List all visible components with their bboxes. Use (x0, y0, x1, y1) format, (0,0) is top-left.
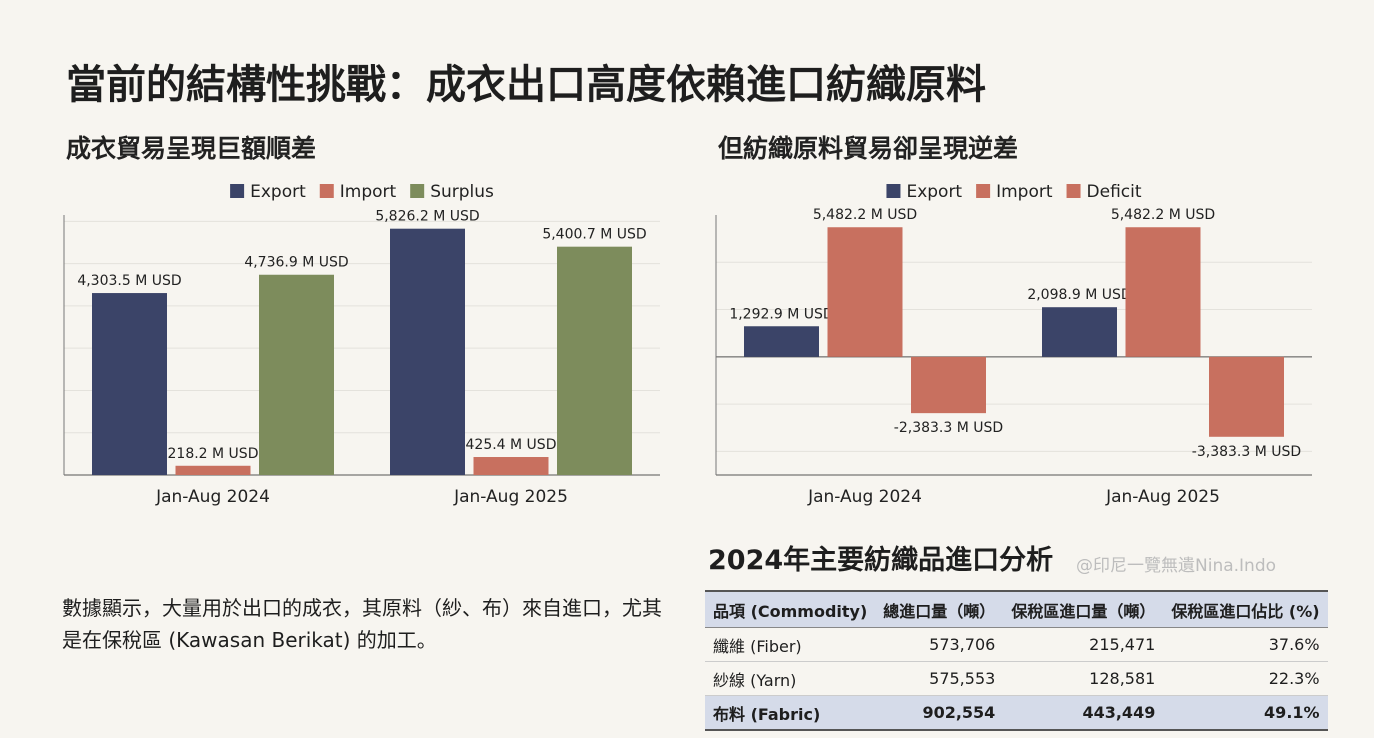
value-label: -3,383.3 M USD (1192, 444, 1301, 460)
legend-label: Import (996, 182, 1053, 202)
bar (390, 228, 465, 475)
table-cell: 紗線 (Yarn) (705, 661, 876, 696)
legend-label: Export (906, 182, 962, 202)
table-cell: 布料 (Fabric) (705, 695, 876, 731)
bar (1209, 356, 1284, 437)
table-cell: 纖維 (Fiber) (705, 627, 876, 662)
table-cell: 215,471 (1003, 627, 1164, 662)
bar (744, 326, 819, 357)
table: 品項 (Commodity) 總進口量（噸） 保稅區進口量（噸） 保稅區進口佔比 (%… (705, 590, 1328, 731)
column-header: 品項 (Commodity) (705, 590, 876, 628)
value-label: 218.2 M USD (168, 446, 259, 462)
table-cell: 575,553 (875, 661, 1004, 696)
bar (473, 457, 549, 475)
table-cell: 49.1% (1163, 695, 1328, 731)
x-tick-label: Jan-Aug 2025 (453, 487, 568, 507)
value-label: 2,098.9 M USD (1027, 287, 1131, 303)
table-body: 纖維 (Fiber) 573,706 215,471 37.6% 紗線 (Yarn) 57… (705, 627, 1328, 731)
x-tick-label: Jan-Aug 2025 (1105, 487, 1220, 507)
legend-swatch (886, 184, 901, 198)
value-label: 5,400.7 M USD (542, 227, 646, 243)
value-label: 1,292.9 M USD (729, 306, 833, 322)
table-title: 2024年主要紡織品進口分析 (708, 545, 1054, 576)
value-label: 4,303.5 M USD (77, 273, 181, 289)
table-cell: 443,449 (1003, 695, 1164, 731)
table-cell: 37.6% (1163, 627, 1328, 662)
column-header: 總進口量（噸） (875, 590, 1004, 628)
chart-title: 但紡織原料貿易卻呈現逆差 (718, 134, 1018, 163)
value-label: 5,826.2 M USD (375, 209, 479, 225)
bar (557, 246, 632, 475)
bar (827, 227, 903, 357)
legend-label: Import (340, 182, 397, 202)
legend-swatch (976, 184, 991, 198)
column-header: 保稅區進口量（噸） (1003, 590, 1164, 628)
x-tick-label: Jan-Aug 2024 (807, 487, 922, 507)
value-label: 5,482.2 M USD (1111, 207, 1215, 223)
bar (911, 356, 986, 414)
watermark: @印尼一覽無遺Nina.Indo (1076, 556, 1277, 576)
table-cell: 573,706 (875, 627, 1004, 662)
value-label: 5,482.2 M USD (813, 207, 917, 223)
table-cell: 902,554 (875, 695, 1004, 731)
legend-label: Deficit (1087, 182, 1142, 202)
legend-label: Surplus (430, 182, 494, 202)
table-cell: 22.3% (1163, 661, 1328, 696)
legend-swatch (230, 184, 245, 198)
note: 數據顯示，大量用於出口的成衣，其原料（紗、布）來自進口，尤其是在保稅區 (Kaw… (62, 596, 662, 652)
table-cell: 128,581 (1003, 661, 1164, 696)
charts: 成衣貿易呈現巨額順差 Export Import Surplus Jan-Aug 202… (63, 134, 1312, 507)
page-title: 當前的結構性挑戰：成衣出口高度依賴進口紡織原料 (66, 62, 986, 108)
legend-swatch (319, 184, 334, 198)
bar (92, 293, 167, 475)
bar (1125, 227, 1201, 357)
table-row: 紗線 (Yarn) 575,553 128,581 22.3% (705, 661, 1328, 696)
value-label: 425.4 M USD (466, 437, 557, 453)
value-label: 4,736.9 M USD (244, 255, 348, 271)
chart-title: 成衣貿易呈現巨額順差 (66, 134, 316, 163)
bar (175, 465, 251, 475)
bar (1042, 307, 1117, 357)
table-row: 纖維 (Fiber) 573,706 215,471 37.6% (705, 627, 1328, 662)
table-header: 品項 (Commodity) 總進口量（噸） 保稅區進口量（噸） 保稅區進口佔比 (%… (705, 590, 1328, 628)
value-label: -2,383.3 M USD (894, 420, 1003, 436)
legend-label: Export (250, 182, 306, 202)
table-row: 布料 (Fabric) 902,554 443,449 49.1% (705, 695, 1328, 731)
x-tick-label: Jan-Aug 2024 (155, 487, 270, 507)
legend-swatch (1066, 184, 1081, 198)
column-header: 保稅區進口佔比 (%) (1163, 590, 1328, 628)
legend-swatch (410, 184, 425, 198)
bar (259, 274, 334, 475)
